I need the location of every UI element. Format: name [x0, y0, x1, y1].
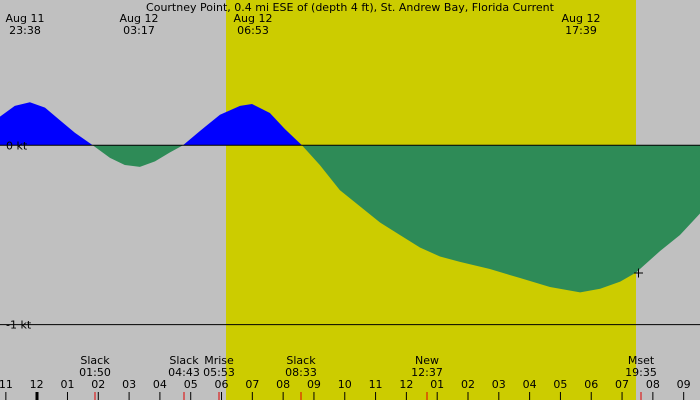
event-label: Slack	[286, 354, 316, 367]
x-tick-label: 09	[307, 378, 321, 391]
top-date: Aug 11	[6, 12, 45, 25]
x-tick-label: 06	[215, 378, 229, 391]
x-tick-label: 10	[338, 378, 352, 391]
top-time: 03:17	[123, 24, 155, 37]
event-label: Mset	[628, 354, 655, 367]
x-tick-label: 08	[646, 378, 660, 391]
event-label: Slack	[169, 354, 199, 367]
event-time: 01:50	[79, 366, 111, 379]
x-tick-label: 11	[369, 378, 383, 391]
top-time: 06:53	[237, 24, 269, 37]
x-tick-label: 12	[30, 378, 44, 391]
x-tick-label: 04	[523, 378, 537, 391]
top-time: 23:38	[9, 24, 41, 37]
x-tick-label: 12	[399, 378, 413, 391]
event-label: Mrise	[204, 354, 234, 367]
event-label: New	[415, 354, 439, 367]
event-time: 04:43	[168, 366, 200, 379]
flood-area	[0, 102, 700, 146]
x-tick-label: 11	[0, 378, 13, 391]
x-tick-label: 03	[492, 378, 506, 391]
top-time: 17:39	[565, 24, 597, 37]
plot	[0, 102, 700, 293]
top-date: Aug 12	[562, 12, 601, 25]
x-tick-label: 02	[91, 378, 105, 391]
x-tick-label: 06	[584, 378, 598, 391]
y-tick-label: -1 kt	[6, 319, 32, 332]
event-time: 19:35	[625, 366, 657, 379]
event-time: 08:33	[285, 366, 317, 379]
x-tick-label: 01	[60, 378, 74, 391]
x-tick-label: 07	[615, 378, 629, 391]
moonset-marker	[634, 268, 643, 278]
x-tick-label: 04	[153, 378, 167, 391]
y-tick-label: 0 kt	[6, 139, 28, 152]
event-time: 05:53	[203, 366, 235, 379]
top-date: Aug 12	[234, 12, 273, 25]
event-time: 12:37	[411, 366, 443, 379]
x-tick-label: 05	[184, 378, 198, 391]
x-tick-label: 07	[245, 378, 259, 391]
x-tick-label: 03	[122, 378, 136, 391]
top-date: Aug 12	[120, 12, 159, 25]
event-label: Slack	[80, 354, 110, 367]
x-tick-label: 01	[430, 378, 444, 391]
x-tick-label: 05	[553, 378, 567, 391]
x-tick-label: 02	[461, 378, 475, 391]
ebb-area	[92, 145, 700, 293]
x-tick-label: 09	[677, 378, 691, 391]
chart-title: Courtney Point, 0.4 mi ESE of (depth 4 f…	[146, 1, 555, 14]
x-tick-label: 08	[276, 378, 290, 391]
